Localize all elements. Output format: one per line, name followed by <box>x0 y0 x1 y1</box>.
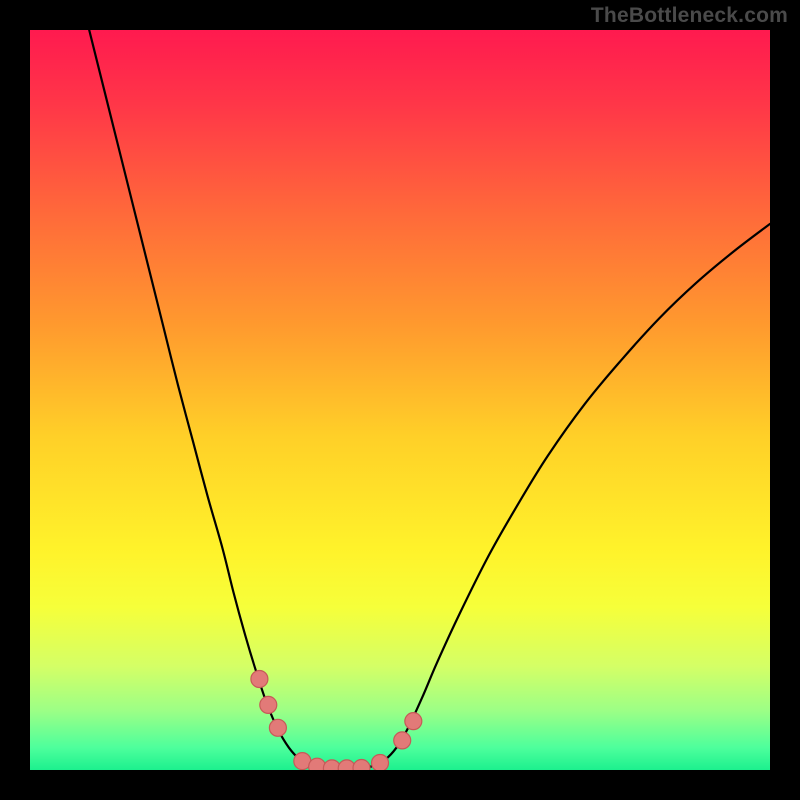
data-marker <box>260 696 277 713</box>
data-marker <box>394 732 411 749</box>
data-marker <box>251 670 268 687</box>
data-marker <box>269 719 286 736</box>
data-marker <box>372 754 389 770</box>
data-marker <box>405 713 422 730</box>
chart-plot-area <box>30 30 770 770</box>
gradient-background <box>30 30 770 770</box>
watermark-text: TheBottleneck.com <box>591 4 788 28</box>
chart-svg <box>30 30 770 770</box>
